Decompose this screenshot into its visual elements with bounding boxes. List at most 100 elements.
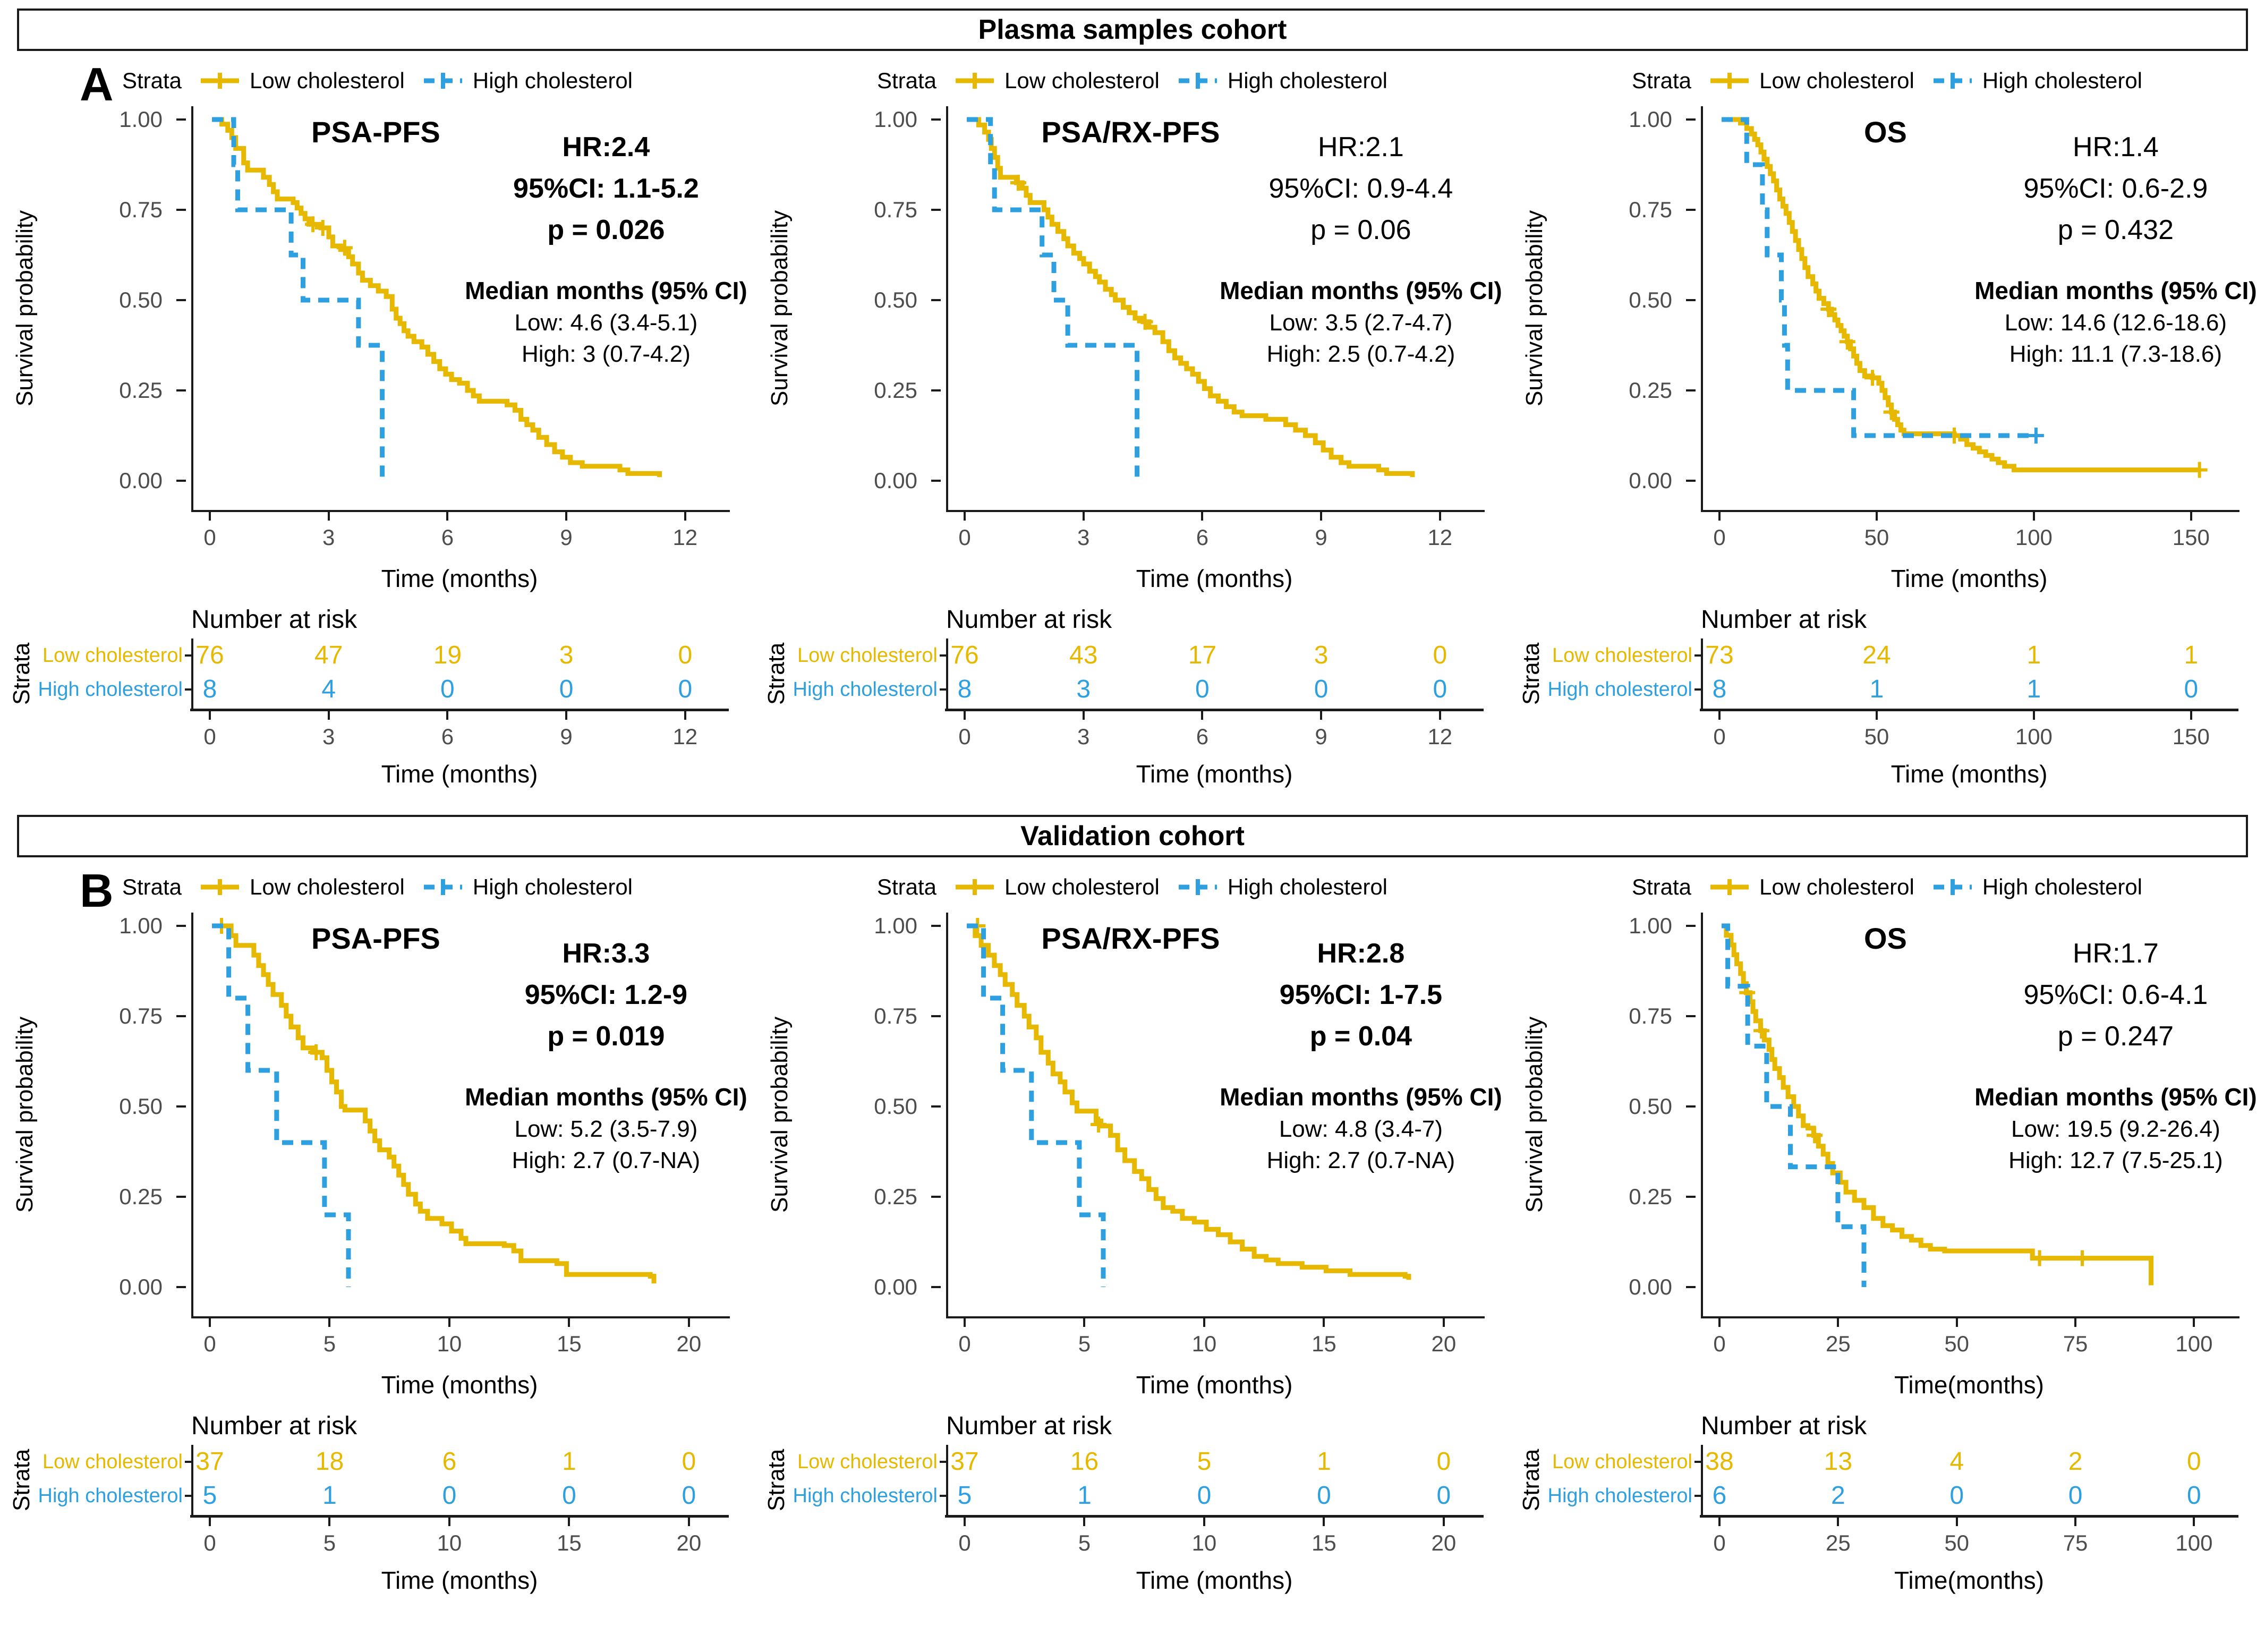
section-plasma: A Strata Low cholesterol High cholestero…: [0, 55, 2265, 815]
hr-value: HR:1.7: [2072, 938, 2159, 969]
legend-title: Strata: [1631, 874, 1692, 899]
y-tick-label: 1.00: [874, 107, 917, 132]
risk-x-tick-label: 0: [1713, 1530, 1726, 1555]
risk-row-label: High cholesterol: [1547, 1485, 1692, 1507]
risk-x-axis-label: Time (months): [1136, 1566, 1293, 1594]
risk-x-tick-label: 0: [203, 1530, 216, 1555]
ci-value: 95%CI: 0.6-2.9: [2023, 173, 2208, 204]
x-tick-mark: [327, 512, 330, 521]
stats-block: HR:3.3 95%CI: 1.2-9 p = 0.019 Median mon…: [440, 933, 772, 1177]
risk-x-tick-mark: [687, 1518, 690, 1526]
cohort-banner-validation: Validation cohort: [17, 815, 2248, 857]
y-tick-label: 0.75: [874, 197, 917, 222]
risk-x-tick-label: 150: [2172, 724, 2210, 749]
y-tick-mark: [176, 480, 186, 482]
y-tick-mark: [1686, 1015, 1696, 1017]
risk-count: 0: [562, 1481, 576, 1510]
risk-values: 8 4 0 0 0: [191, 672, 728, 706]
risk-count: 3: [1314, 641, 1329, 669]
median-header: Median months (95% CI): [465, 277, 747, 304]
legend-item-high: High cholesterol: [1176, 874, 1387, 900]
y-tick-label: 0.25: [119, 378, 163, 403]
x-tick-mark: [1323, 1318, 1325, 1327]
x-tick-label: 9: [560, 525, 573, 550]
y-tick-label: 0.25: [119, 1184, 163, 1209]
risk-row-label: High cholesterol: [793, 1485, 938, 1507]
stats-block: HR:1.4 95%CI: 0.6-2.9 p = 0.432 Median m…: [1949, 126, 2265, 370]
x-tick-mark: [1083, 1318, 1086, 1327]
y-axis-ticks: 1.00 0.75 0.50 0.25 0.00: [0, 913, 187, 1322]
risk-rows: Low cholesterol 37 16 5 1 0 High cholesterol 5 1…: [755, 1445, 1510, 1513]
censor-plus-icon: [1883, 404, 1900, 420]
risk-row: High cholesterol 8 3 0 0 0: [755, 672, 1510, 706]
high-cholesterol-line-icon: [1933, 73, 1972, 89]
risk-row-tick: [1695, 1461, 1701, 1463]
legend-item-low: Low cholesterol: [198, 68, 405, 93]
risk-table: Number at risk Strata Low cholesterol 37 1…: [755, 1409, 1510, 1621]
legend-label-low: Low cholesterol: [1759, 68, 1914, 93]
y-tick-label: 0.75: [119, 197, 163, 222]
risk-x-tick-label: 12: [672, 724, 698, 749]
high-cholesterol-curve: [1722, 117, 2036, 438]
legend-item-low: Low cholesterol: [1707, 68, 1914, 93]
risk-x-tick-mark: [209, 711, 211, 720]
risk-x-tick-label: 100: [2015, 724, 2053, 749]
x-axis-ticks: 0 25 50 75 100: [1701, 1318, 2237, 1364]
km-panel: Strata Low cholesterol High cholesterol …: [1510, 862, 2264, 1621]
y-tick-label: 0.50: [119, 287, 163, 312]
risk-x-ticks: 0 5 10 15 20: [191, 1518, 728, 1562]
median-high: High: 12.7 (7.5-25.1): [2008, 1147, 2223, 1174]
y-tick-mark: [931, 925, 941, 927]
risk-y-axis: [946, 1445, 948, 1515]
risk-x-tick-label: 25: [1825, 1530, 1851, 1555]
km-panel: Strata Low cholesterol High cholesterol …: [0, 862, 755, 1621]
km-plot: Survival probability 1.00 0.75 0.50 0.25 0.0…: [0, 106, 755, 600]
legend-item-high: High cholesterol: [421, 874, 633, 900]
x-tick-label: 50: [1944, 1331, 1970, 1356]
high-cholesterol-curve: [967, 117, 1140, 481]
risk-row-label: Low cholesterol: [797, 1451, 938, 1473]
high-cholesterol-line-icon: [423, 73, 462, 89]
plot-area: PSA/RX-PFS HR:2.1 95%CI: 0.9-4.4 p = 0.0…: [946, 106, 1502, 512]
legend-item-high: High cholesterol: [421, 68, 633, 93]
y-tick-label: 0.75: [1629, 197, 1672, 222]
y-tick-mark: [176, 389, 186, 391]
risk-x-tick-mark: [2032, 711, 2035, 720]
risk-x-axis-label: Time (months): [381, 1566, 538, 1594]
x-tick-mark: [1320, 512, 1323, 521]
y-tick-mark: [1686, 118, 1696, 121]
risk-x-tick-mark: [2193, 1518, 2195, 1526]
y-tick-label: 0.50: [119, 1094, 163, 1119]
risk-values: 73 24 1 1: [1701, 638, 2237, 672]
risk-values: 76 47 19 3 0: [191, 638, 728, 672]
risk-x-tick-label: 0: [958, 724, 971, 749]
risk-count: 47: [314, 641, 343, 669]
panels-row-validation: Strata Low cholesterol High cholesterol …: [0, 862, 2265, 1621]
risk-row-label: Low cholesterol: [42, 1451, 183, 1473]
risk-count: 0: [1436, 1481, 1451, 1510]
risk-x-tick-mark: [209, 1518, 211, 1526]
censor-plus-icon: [1820, 301, 1837, 317]
median-header: Median months (95% CI): [1220, 1083, 1502, 1111]
x-tick-label: 5: [1078, 1331, 1091, 1356]
x-axis-ticks: 0 3 6 9 12: [946, 512, 1483, 558]
risk-count: 73: [1705, 641, 1734, 669]
risk-x-axis-label: Time (months): [1136, 760, 1293, 788]
y-tick-label: 0.50: [1629, 287, 1672, 312]
legend: Strata Low cholesterol High cholesterol: [755, 55, 1510, 106]
risk-row-label: High cholesterol: [793, 678, 938, 701]
x-tick-mark: [1875, 512, 1878, 521]
y-axis-ticks: 1.00 0.75 0.50 0.25 0.00: [0, 106, 187, 515]
high-cholesterol-curve: [1722, 923, 1867, 1287]
risk-count: 76: [950, 641, 979, 669]
legend-item-high: High cholesterol: [1176, 68, 1387, 93]
legend-item-low: Low cholesterol: [198, 874, 405, 900]
y-tick-mark: [176, 118, 186, 121]
risk-count: 0: [1433, 675, 1447, 703]
high-cholesterol-line-icon: [1178, 879, 1217, 895]
stats-block: HR:2.1 95%CI: 0.9-4.4 p = 0.06 Median mo…: [1195, 126, 1527, 370]
legend-title: Strata: [876, 68, 937, 93]
section-letter-b: B: [80, 864, 114, 917]
risk-row-tick: [1695, 1495, 1701, 1497]
low-cholesterol-line-icon: [956, 879, 994, 895]
